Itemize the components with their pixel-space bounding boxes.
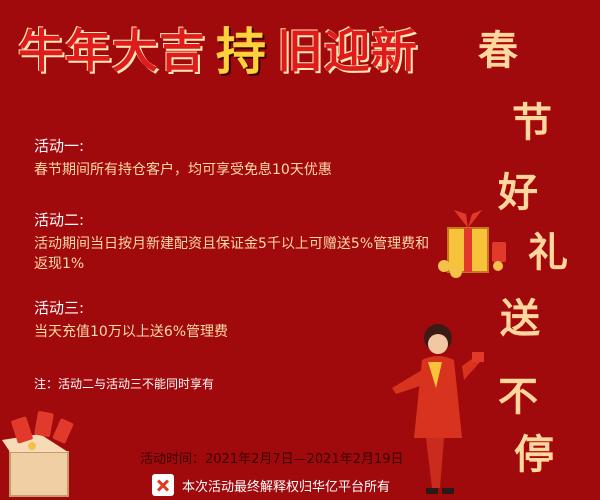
vertical-char-5: 送 <box>500 296 540 342</box>
red-envelope-box-icon <box>2 411 74 497</box>
activity-time: 活动时间：2021年2月7日—2021年2月19日 <box>140 452 404 467</box>
vertical-char-4: 礼 <box>528 230 568 276</box>
footer: 本次活动最终解释权归华亿平台所有 <box>152 474 390 496</box>
footer-text: 本次活动最终解释权归华亿平台所有 <box>182 479 391 495</box>
woman-illustration-icon <box>392 324 484 494</box>
headline: 牛年大吉 持 旧迎新 <box>18 12 418 84</box>
logo-icon <box>152 474 174 496</box>
activity-3: 活动三: 当天充值10万以上送6%管理费 <box>34 298 414 342</box>
note-text: 注：活动二与活动三不能同时享有 <box>34 377 215 391</box>
gift-box-icon <box>438 210 506 278</box>
activity-2-body: 活动期间当日按月新建配资且保证金5千以上可赠送5%管理费和返现1% <box>34 236 430 272</box>
vertical-char-2: 节 <box>512 100 552 146</box>
vertical-char-1: 春 <box>478 28 518 74</box>
activity-2-head: 活动二: <box>34 211 85 229</box>
headline-part-2: 持 <box>216 23 267 81</box>
activity-1-head: 活动一: <box>34 137 85 155</box>
headline-part-3: 旧迎新 <box>277 24 418 78</box>
activity-2: 活动二: 活动期间当日按月新建配资且保证金5千以上可赠送5%管理费和返现1% <box>34 210 436 274</box>
activity-1: 活动一: 春节期间所有持仓客户，均可享受免息10天优惠 <box>34 136 414 180</box>
vertical-char-6: 不 <box>498 374 538 420</box>
activity-3-body: 当天充值10万以上送6%管理费 <box>34 324 229 340</box>
headline-part-1: 牛年大吉 <box>18 24 206 78</box>
vertical-char-3: 好 <box>498 170 538 216</box>
vertical-char-7: 停 <box>514 432 554 478</box>
activity-1-body: 春节期间所有持仓客户，均可享受免息10天优惠 <box>34 162 332 178</box>
activity-3-head: 活动三: <box>34 299 85 317</box>
